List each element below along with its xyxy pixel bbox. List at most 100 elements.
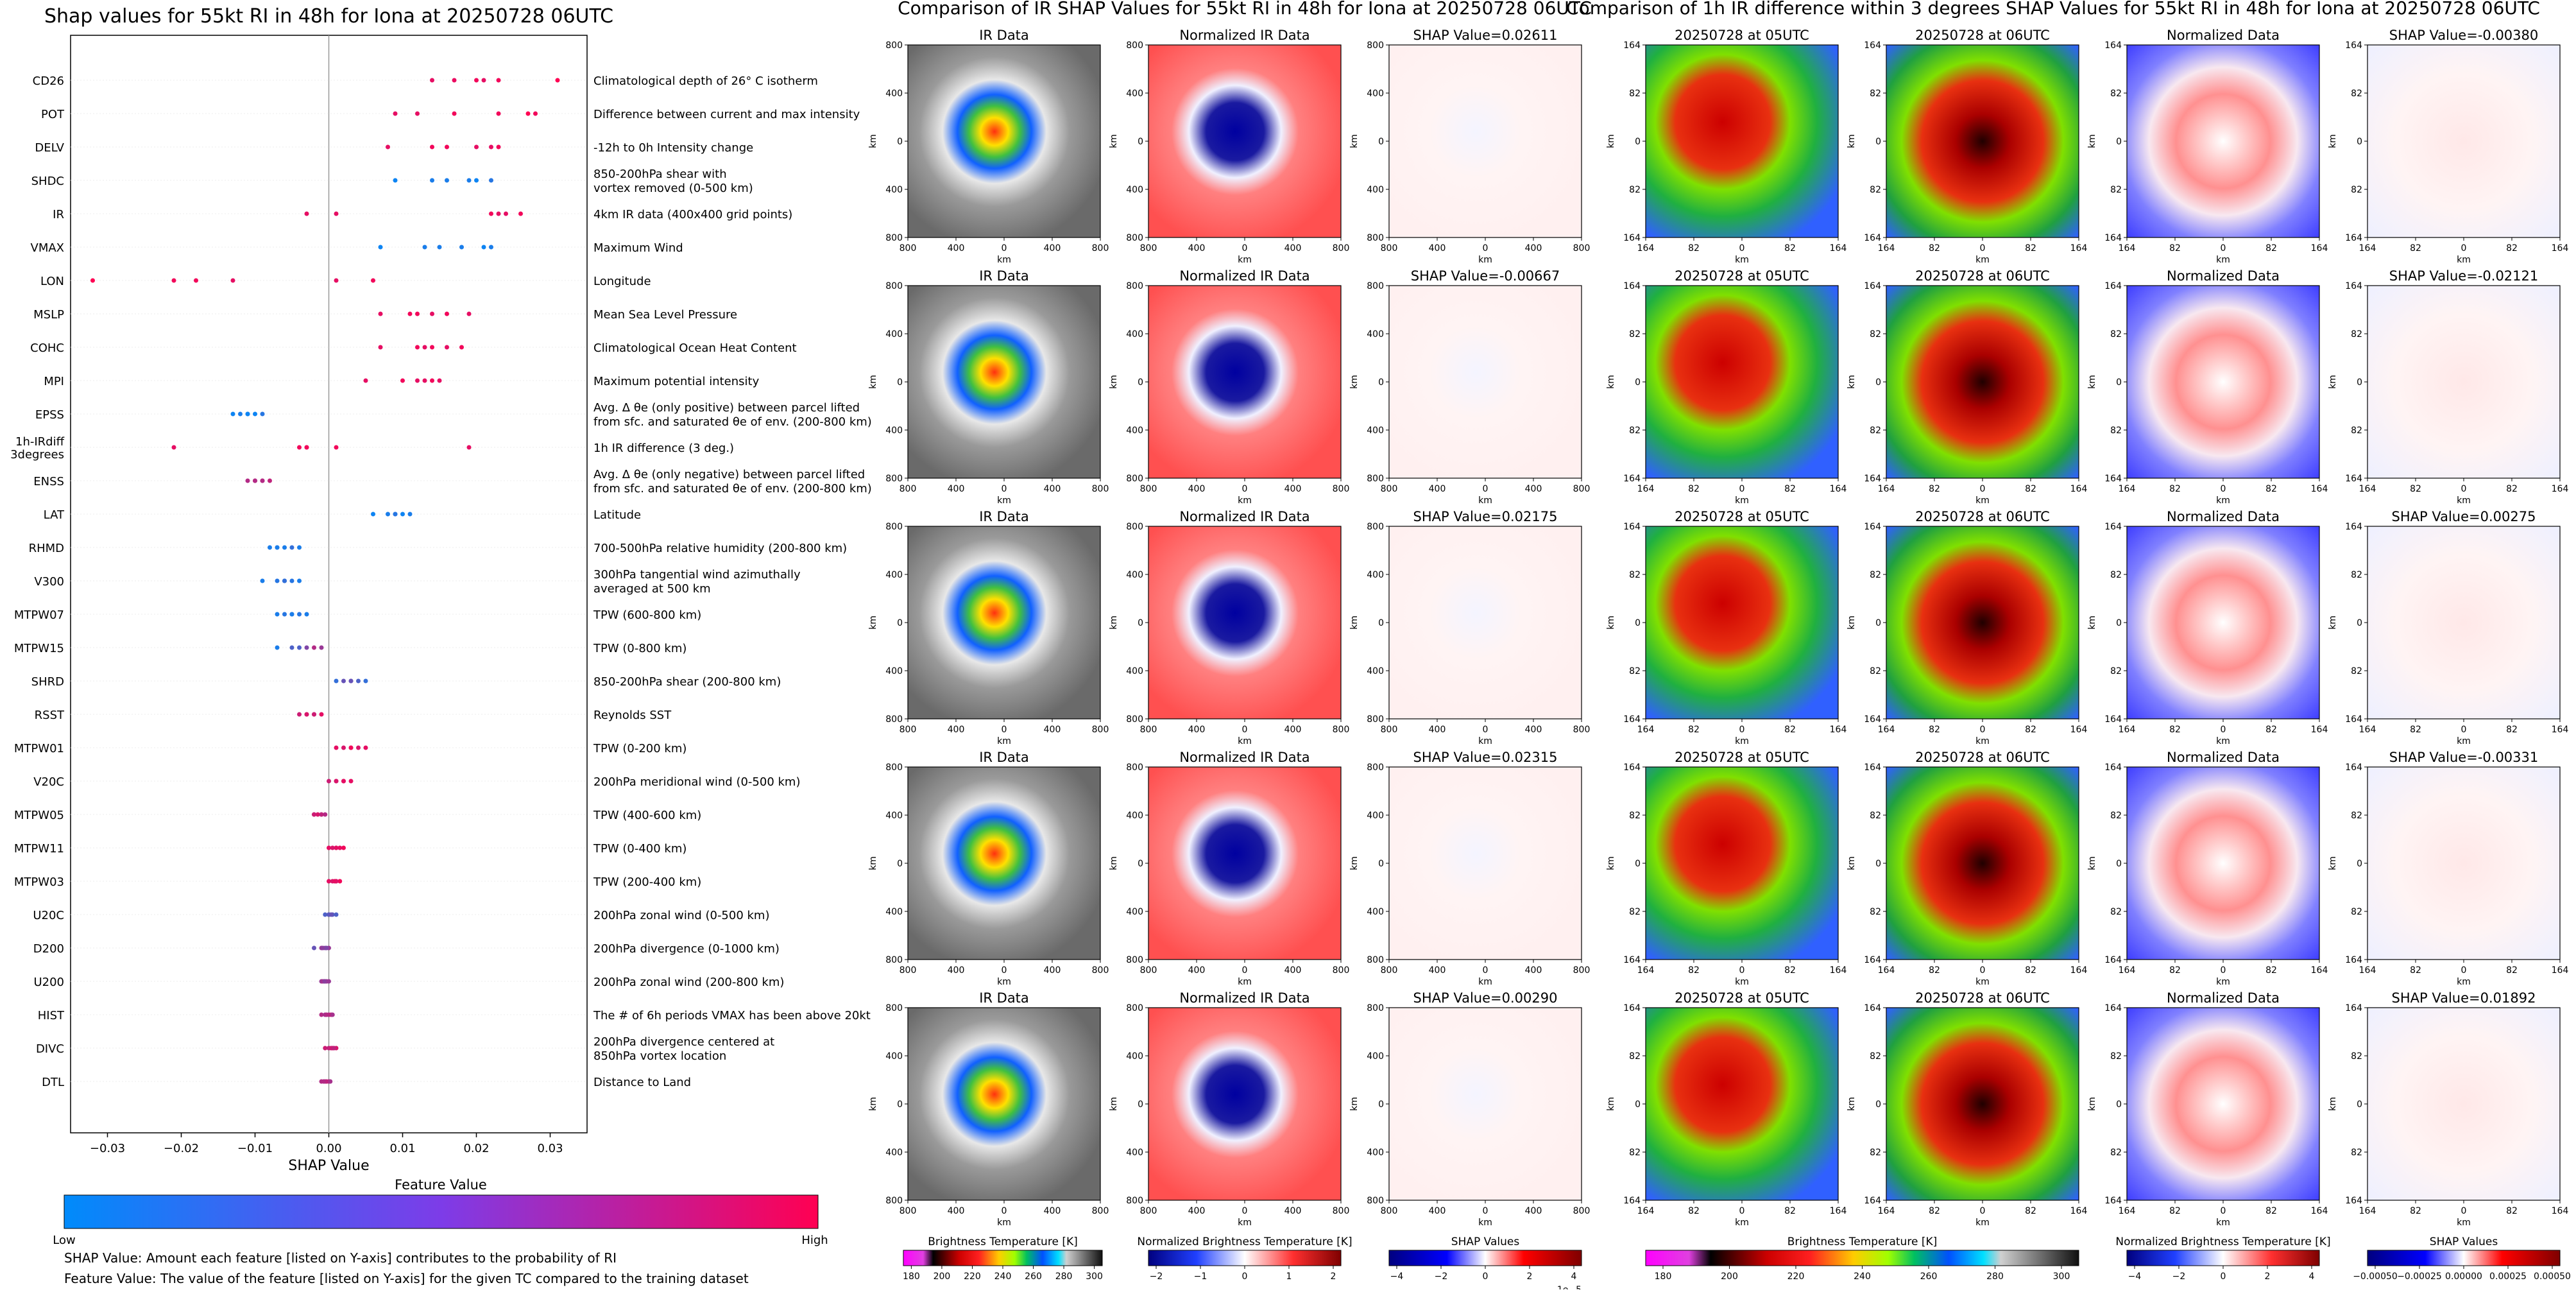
shap-point: [445, 311, 449, 316]
diff-05utc-panel: [1645, 526, 1839, 719]
panel-x-tick-label: 0: [1242, 243, 1248, 254]
panel-x-tick-label: 400: [1284, 484, 1302, 494]
panel-x-tick-label: 0: [1242, 725, 1248, 735]
feature-label: SHRD: [31, 675, 64, 689]
normalized-ir-panel: [1148, 44, 1342, 238]
shap-point: [289, 612, 294, 617]
panel-y-tick-label: 164: [2104, 714, 2122, 725]
colorbar-tick-label: 180: [1655, 1271, 1672, 1282]
shap-point: [245, 478, 250, 483]
diff-05utc-panel: [1645, 44, 1839, 238]
diff-05utc-panel-title: 20250728 at 05UTC: [1675, 750, 1809, 765]
panel-y-axis-label: km: [1349, 1097, 1360, 1111]
panel-y-tick-label: 164: [2104, 1196, 2122, 1206]
feature-label: POT: [41, 108, 65, 121]
panel-x-tick-label: 82: [1784, 484, 1796, 494]
panel-x-tick-label: 400: [1188, 484, 1206, 494]
panel-x-tick-label: 82: [2506, 1206, 2518, 1216]
feature-description: 850-200hPa shear with: [593, 168, 727, 181]
panel-y-tick-label: 400: [885, 570, 903, 580]
panel-x-tick-label: 800: [1333, 484, 1350, 494]
panel-y-tick-label: 82: [2351, 426, 2362, 436]
ir-shap-panel: [1388, 526, 1582, 719]
panel-y-axis-label: km: [2087, 375, 2097, 389]
panel-x-tick-label: 164: [1878, 1206, 1895, 1216]
panel-x-tick-label: 82: [2410, 484, 2421, 494]
ir-shap-panel-title: SHAP Value=0.00290: [1413, 990, 1558, 1006]
panel-x-tick-label: 800: [1381, 1206, 1398, 1216]
panel-x-tick-label: 0: [1980, 725, 1986, 735]
panel-y-axis-label: km: [1847, 1097, 1857, 1111]
panel-y-tick-label: 800: [885, 233, 903, 243]
panel-y-tick-label: 400: [885, 1051, 903, 1062]
shap-point: [466, 445, 472, 450]
diff-06utc-panel: [1886, 1007, 2079, 1201]
diff-normalized-panel-title: Normalized Data: [2167, 990, 2280, 1006]
panel-x-axis-label: km: [1975, 255, 1990, 265]
shap-value-note: SHAP Value: Amount each feature [listed …: [64, 1250, 617, 1266]
panel-x-axis-label: km: [2216, 736, 2230, 746]
panel-x-tick-label: 800: [1573, 725, 1591, 735]
panel-y-tick-label: 400: [1367, 185, 1384, 195]
shap-point: [422, 345, 427, 350]
panel-y-tick-label: 164: [2104, 281, 2122, 291]
shap-point: [525, 111, 531, 116]
shap-point: [324, 1012, 329, 1017]
x-tick-label: 0.03: [537, 1142, 563, 1155]
ir-normalized-colorbar: [1148, 1250, 1342, 1266]
panel-y-tick-label: 82: [1629, 1051, 1641, 1062]
panel-x-tick-label: 82: [2506, 484, 2518, 494]
panel-x-tick-label: 82: [2025, 725, 2036, 735]
panel-y-tick-label: 800: [1126, 762, 1143, 773]
panel-x-axis-label: km: [997, 255, 1011, 265]
feature-description: from sfc. and saturated θe of env. (200-…: [593, 415, 872, 429]
feature-label: MPI: [44, 375, 64, 388]
feature-description: 200hPa divergence (0-1000 km): [593, 942, 780, 956]
shap-point: [430, 144, 434, 150]
feature-description: from sfc. and saturated θe of env. (200-…: [593, 482, 872, 495]
panel-y-tick-label: 82: [1870, 811, 1881, 821]
shap-point: [319, 645, 324, 650]
panel-y-axis-label: km: [2328, 616, 2338, 630]
panel-x-tick-label: 400: [1044, 484, 1061, 494]
feature-label: VMAX: [31, 241, 65, 255]
panel-x-axis-label: km: [2457, 495, 2471, 506]
diff-05utc-panel: [1645, 1007, 1839, 1201]
shap-point: [327, 779, 331, 784]
panel-x-tick-label: 164: [2119, 725, 2136, 735]
panel-y-axis-label: km: [1109, 134, 1119, 148]
shap-point: [496, 211, 501, 216]
panel-y-tick-label: 0: [1875, 137, 1881, 147]
feature-label: ENSS: [33, 475, 64, 488]
panel-y-axis-label: km: [1349, 856, 1360, 870]
feature-label: COHC: [30, 341, 64, 355]
panel-x-tick-label: 82: [2169, 243, 2181, 254]
panel-y-tick-label: 0: [1875, 377, 1881, 388]
panel-x-tick-label: 800: [1140, 1206, 1157, 1216]
panel-x-tick-label: 400: [1188, 243, 1206, 254]
shap-point: [386, 512, 390, 517]
shap-point: [489, 245, 493, 250]
panel-y-tick-label: 82: [2110, 426, 2122, 436]
panel-x-tick-label: 800: [1092, 725, 1109, 735]
panel-x-tick-label: 82: [1784, 725, 1796, 735]
panel-x-tick-label: 82: [2265, 484, 2277, 494]
feature-description: 200hPa zonal wind (0-500 km): [593, 909, 770, 922]
panel-x-tick-label: 82: [2025, 243, 2036, 254]
shap-point: [332, 1046, 337, 1051]
diff-normalized-panel: [2126, 766, 2320, 960]
panel-x-axis-label: km: [2216, 977, 2230, 987]
panel-y-tick-label: 0: [897, 859, 903, 869]
shap-point: [400, 378, 405, 383]
panel-y-tick-label: 400: [1126, 570, 1143, 580]
colorbar-tick-label: 0.00025: [2489, 1271, 2527, 1282]
panel-y-tick-label: 82: [1629, 570, 1641, 580]
panel-x-tick-label: 164: [2552, 484, 2569, 494]
panel-x-tick-label: 164: [2311, 243, 2328, 254]
panel-y-tick-label: 82: [2351, 1148, 2362, 1158]
shap-point: [504, 211, 508, 216]
colorbar-tick-label: −2: [1435, 1271, 1448, 1282]
shap-point: [422, 245, 427, 250]
panel-x-tick-label: 0: [1739, 243, 1745, 254]
shap-point: [407, 311, 413, 316]
